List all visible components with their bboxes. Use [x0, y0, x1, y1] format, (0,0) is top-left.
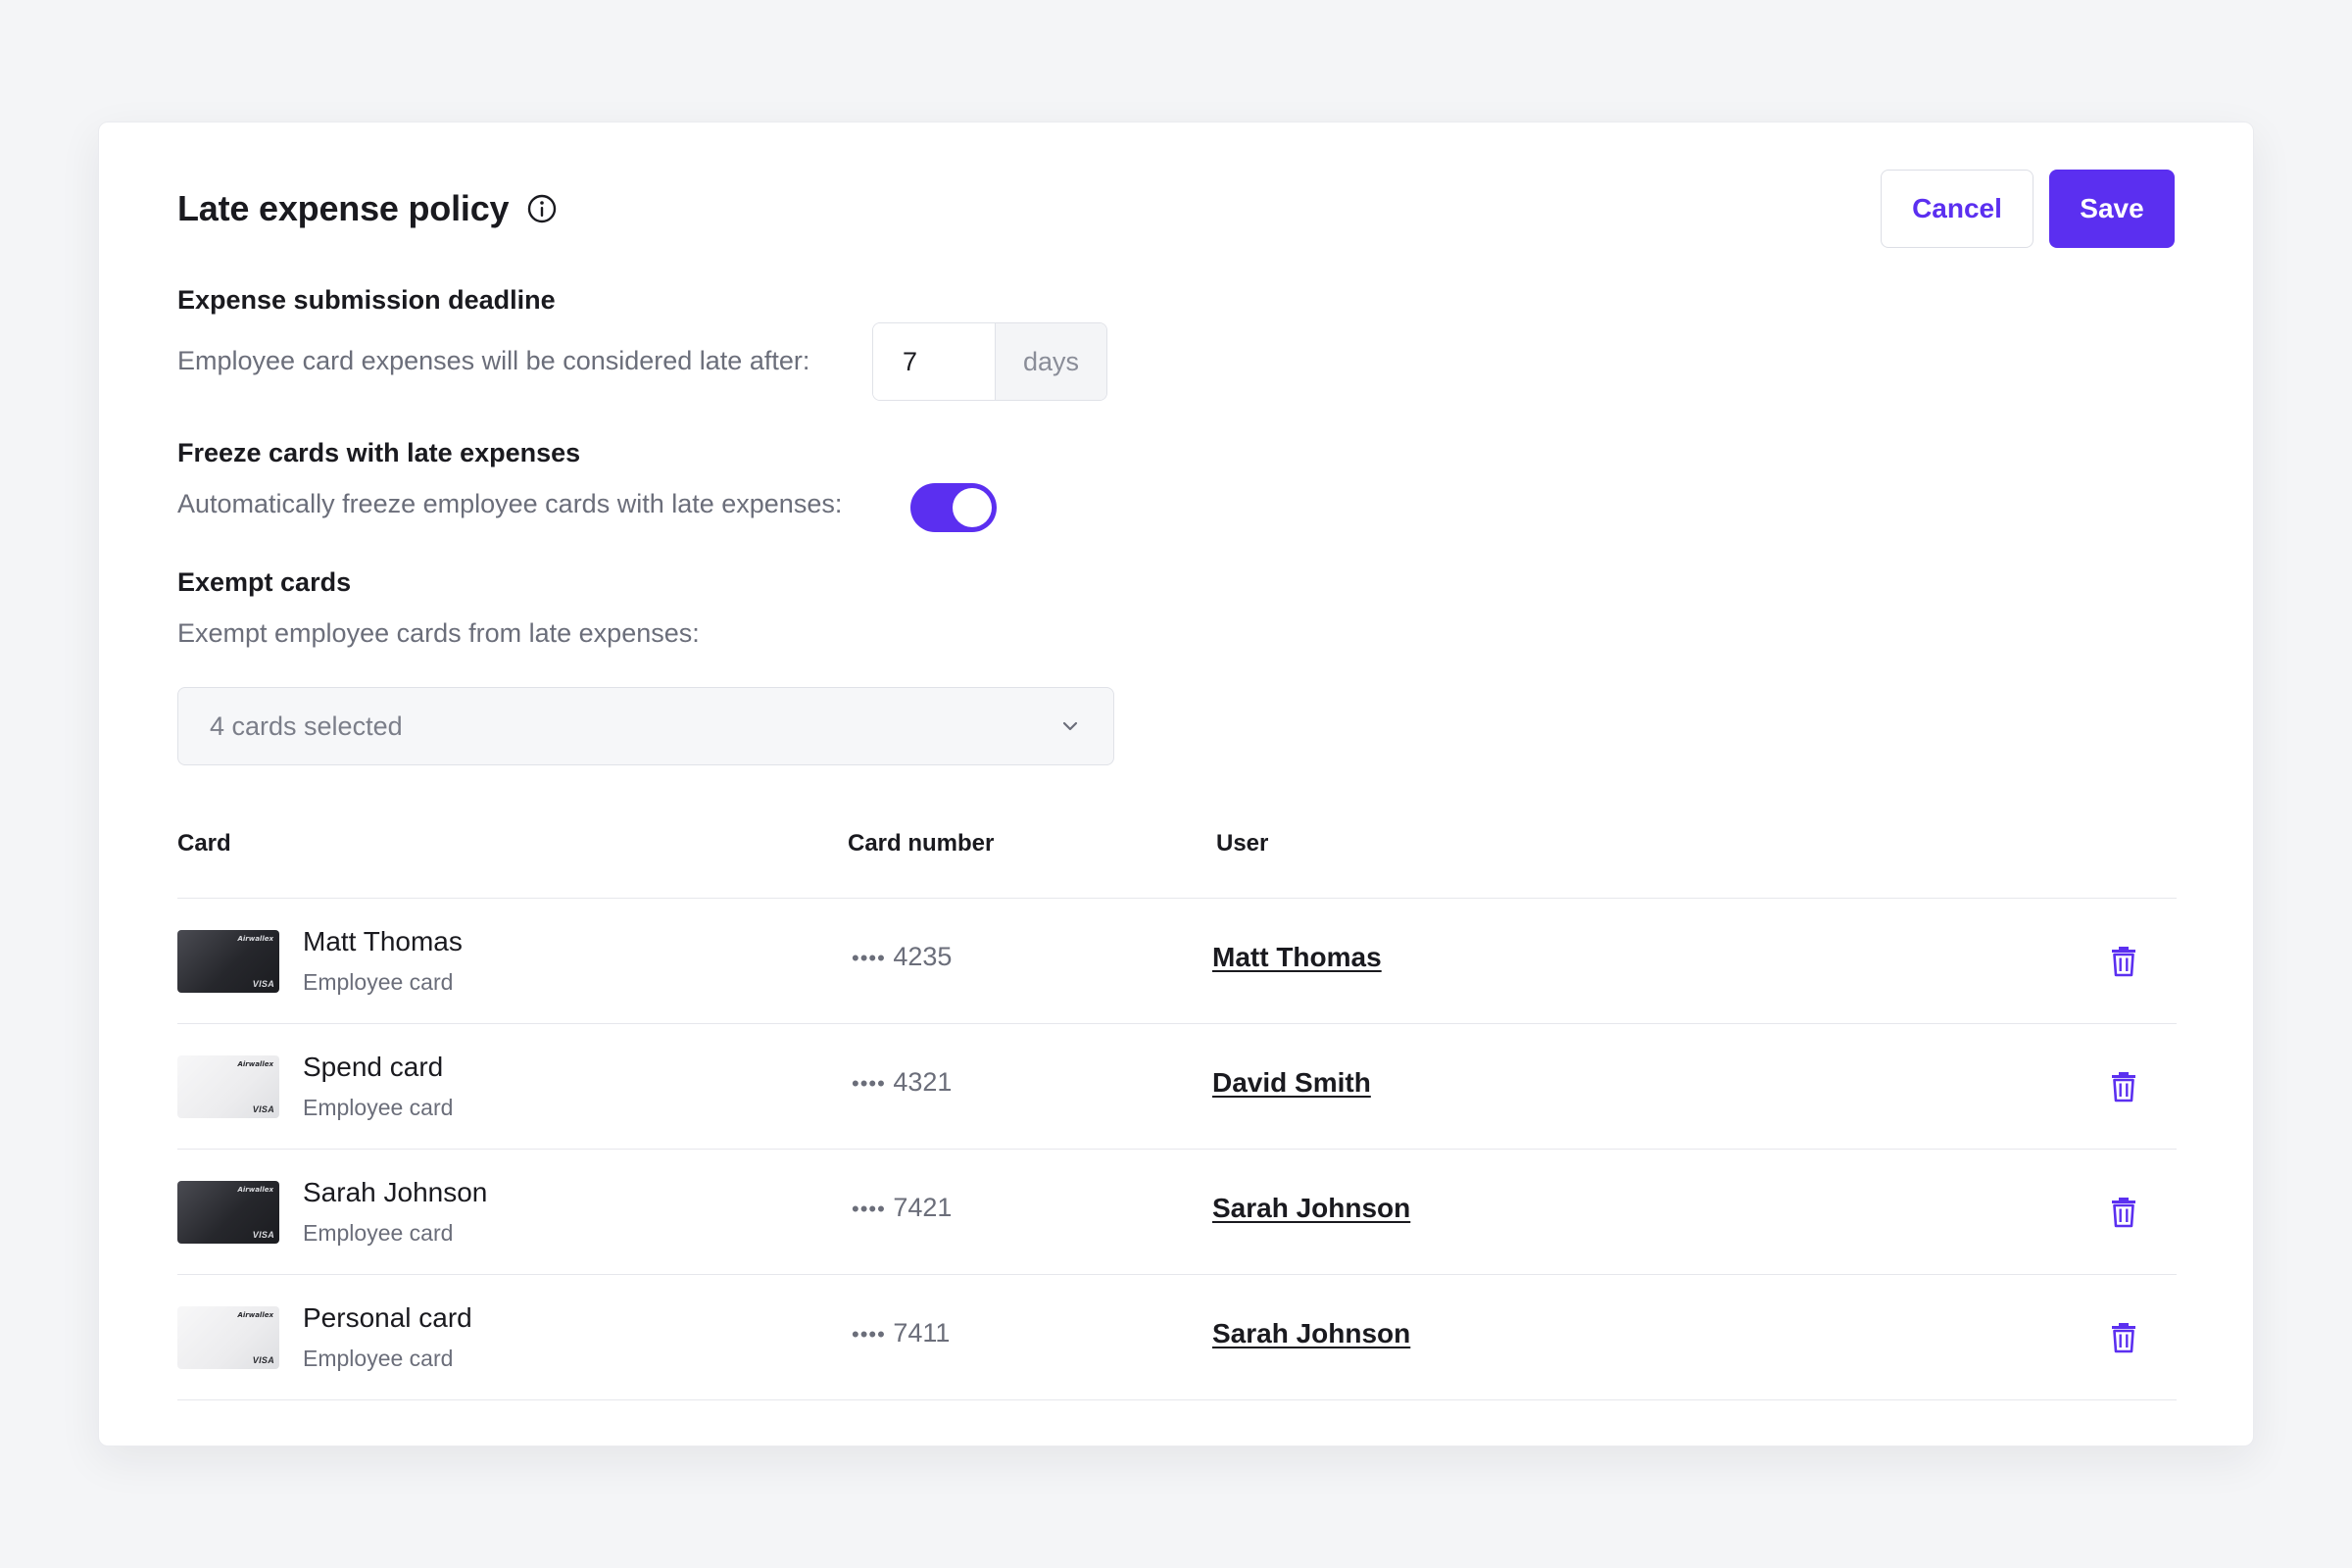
user-link[interactable]: Sarah Johnson [1212, 1318, 1411, 1348]
card-last4: 4235 [893, 942, 953, 971]
card-number: •••• 4235 [852, 942, 952, 972]
card-number: •••• 7421 [852, 1193, 952, 1223]
card-name: Personal card [303, 1302, 472, 1333]
card-number-mask: •••• [852, 1071, 886, 1096]
toggle-knob [953, 488, 992, 527]
exempt-description: Exempt employee cards from late expenses… [177, 618, 700, 648]
user-link[interactable]: Sarah Johnson [1212, 1193, 1411, 1223]
exempt-cards-table: Card Card number User Airwallex VISA Mat… [177, 808, 2177, 1400]
card-image: Airwallex VISA [177, 1055, 279, 1118]
column-header-card-number: Card number [848, 830, 995, 857]
table-row: Airwallex VISA Personal card Employee ca… [177, 1275, 2177, 1400]
visa-logo: VISA [252, 1355, 274, 1365]
exempt-section-title: Exempt cards [177, 567, 352, 597]
card-image: Airwallex VISA [177, 930, 279, 993]
visa-logo: VISA [252, 979, 274, 989]
card-type: Employee card [303, 1095, 454, 1120]
trash-icon[interactable] [2110, 1069, 2137, 1102]
user-link[interactable]: Matt Thomas [1212, 942, 1382, 972]
title-group: Late expense policy [177, 188, 558, 229]
exempt-cards-select-value: 4 cards selected [210, 710, 403, 741]
chevron-down-icon [1058, 714, 1082, 738]
card-number: •••• 7411 [852, 1318, 950, 1348]
table-header: Card Card number User [177, 808, 2177, 899]
freeze-section-title: Freeze cards with late expenses [177, 438, 581, 467]
card-brand-logo: Airwallex [237, 935, 273, 943]
card-number: •••• 4321 [852, 1067, 952, 1098]
deadline-days-unit: days [995, 323, 1106, 400]
card-brand-logo: Airwallex [237, 1186, 273, 1194]
table-row: Airwallex VISA Matt Thomas Employee card… [177, 899, 2177, 1024]
card-last4: 7411 [893, 1318, 951, 1348]
visa-logo: VISA [252, 1230, 274, 1240]
freeze-description: Automatically freeze employee cards with… [177, 489, 843, 518]
card-number-mask: •••• [852, 946, 886, 970]
page-title: Late expense policy [177, 188, 510, 228]
card-last4: 4321 [893, 1067, 953, 1097]
card-last4: 7421 [893, 1193, 953, 1222]
column-header-card: Card [177, 830, 231, 857]
deadline-days-input[interactable] [873, 323, 995, 400]
user-link[interactable]: David Smith [1212, 1067, 1371, 1098]
save-button[interactable]: Save [2049, 170, 2175, 248]
card-type: Employee card [303, 1220, 454, 1246]
late-expense-policy-panel: Late expense policy Cancel Save Expense … [98, 122, 2254, 1446]
header-actions: Cancel Save [1881, 170, 2175, 248]
trash-icon[interactable] [2110, 1320, 2137, 1353]
card-number-mask: •••• [852, 1197, 886, 1221]
panel-header: Late expense policy Cancel Save [177, 170, 2175, 248]
exempt-cards-select[interactable]: 4 cards selected [177, 687, 1114, 765]
card-name: Spend card [303, 1052, 444, 1082]
table-row: Airwallex VISA Sarah Johnson Employee ca… [177, 1150, 2177, 1275]
card-name: Sarah Johnson [303, 1177, 488, 1207]
card-image: Airwallex VISA [177, 1306, 279, 1369]
table-row: Airwallex VISA Spend card Employee card … [177, 1024, 2177, 1150]
info-icon[interactable] [526, 193, 558, 224]
visa-logo: VISA [252, 1104, 274, 1114]
cancel-button[interactable]: Cancel [1881, 170, 2034, 248]
card-type: Employee card [303, 969, 454, 995]
trash-icon[interactable] [2110, 1195, 2137, 1228]
card-number-mask: •••• [852, 1322, 886, 1347]
card-brand-logo: Airwallex [237, 1311, 273, 1319]
deadline-days-field: days [872, 322, 1107, 401]
deadline-section-title: Expense submission deadline [177, 285, 556, 315]
card-name: Matt Thomas [303, 926, 463, 956]
card-type: Employee card [303, 1346, 454, 1371]
trash-icon[interactable] [2110, 944, 2137, 977]
column-header-user: User [1216, 830, 1269, 857]
deadline-description: Employee card expenses will be considere… [177, 346, 810, 375]
card-image: Airwallex VISA [177, 1181, 279, 1244]
card-brand-logo: Airwallex [237, 1060, 273, 1068]
freeze-cards-toggle[interactable] [910, 483, 997, 532]
